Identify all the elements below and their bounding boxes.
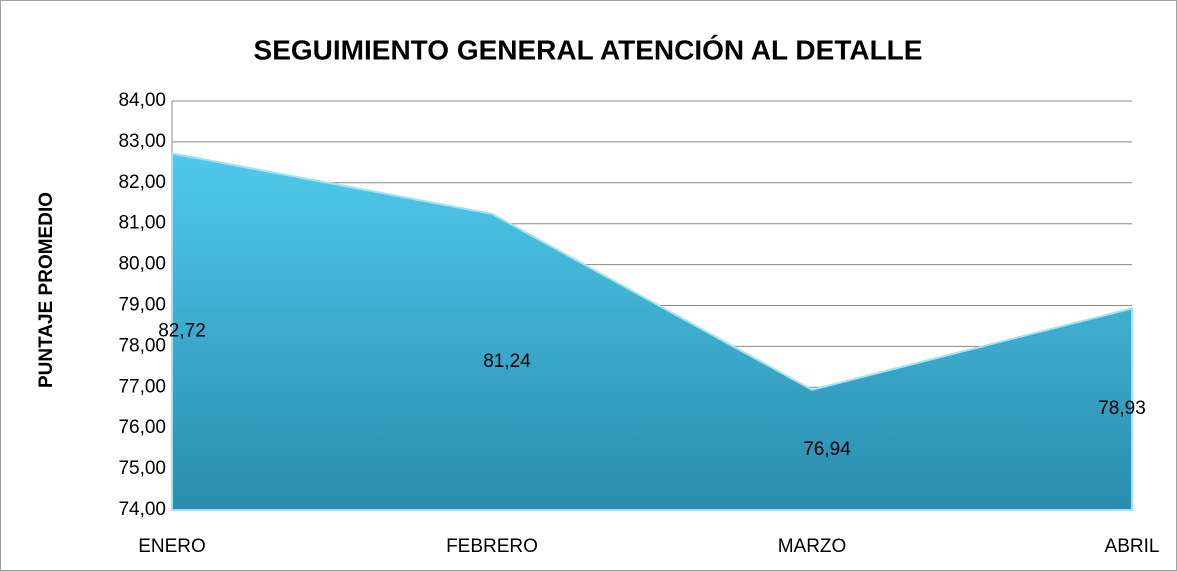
y-axis-title: PUNTAJE PROMEDIO bbox=[36, 192, 57, 388]
chart-title: SEGUIMIENTO GENERAL ATENCIÓN AL DETALLE bbox=[254, 34, 923, 65]
x-tick-label: ABRIL bbox=[1105, 536, 1160, 557]
x-tick-label: FEBRERO bbox=[446, 536, 538, 557]
data-label: 76,94 bbox=[803, 439, 851, 460]
data-label: 81,24 bbox=[483, 351, 531, 372]
y-tick-label: 74,00 bbox=[118, 499, 166, 520]
y-tick-label: 82,00 bbox=[118, 172, 166, 193]
y-tick-label: 84,00 bbox=[118, 90, 166, 111]
y-tick-label: 78,00 bbox=[118, 335, 166, 356]
y-tick-label: 80,00 bbox=[118, 254, 166, 275]
data-label: 82,72 bbox=[158, 321, 206, 342]
y-tick-label: 81,00 bbox=[118, 213, 166, 234]
y-tick-label: 77,00 bbox=[118, 376, 166, 397]
data-label: 78,93 bbox=[1098, 398, 1146, 419]
x-tick-label: ENERO bbox=[138, 536, 206, 557]
y-tick-label: 76,00 bbox=[118, 417, 166, 438]
y-tick-label: 75,00 bbox=[118, 458, 166, 479]
y-tick-label: 83,00 bbox=[118, 131, 166, 152]
y-tick-label: 79,00 bbox=[118, 295, 166, 316]
area bbox=[171, 152, 1133, 511]
x-tick-label: MARZO bbox=[778, 536, 847, 557]
